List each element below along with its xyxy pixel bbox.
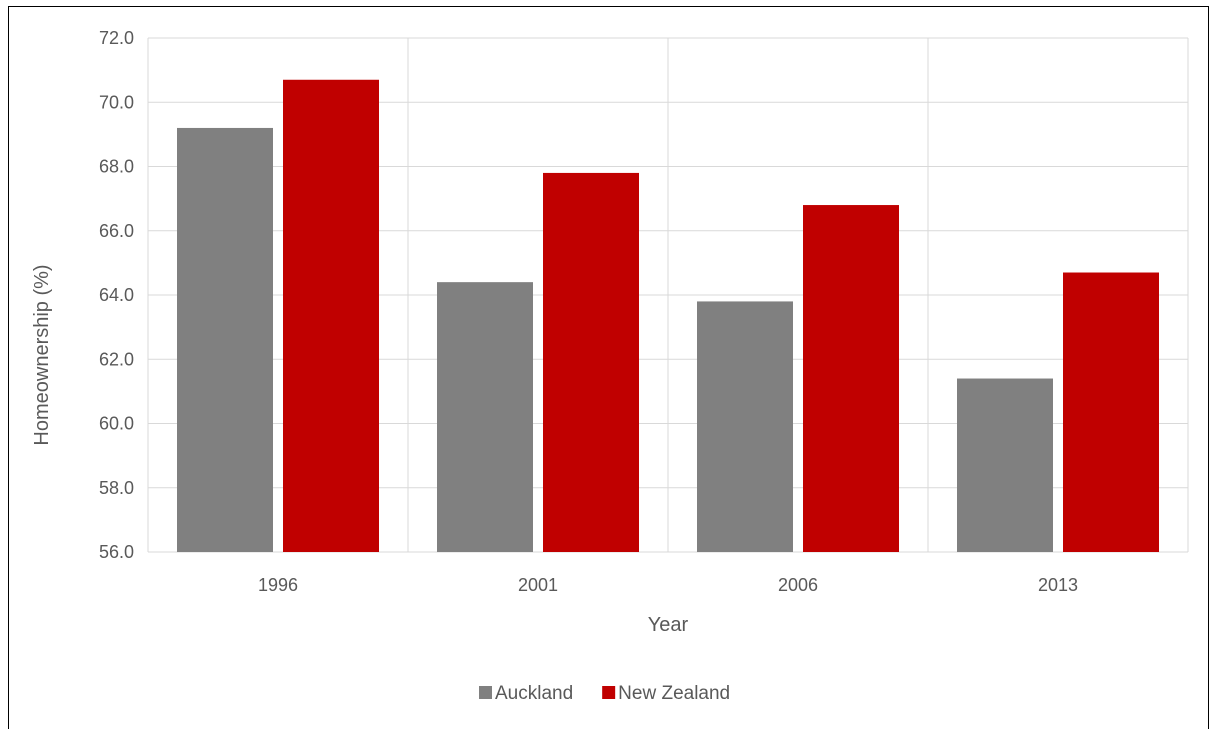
- bar-auckland-1996: [177, 127, 273, 552]
- x-axis-ticks: 1996 2001 2006 2013: [258, 575, 1078, 595]
- bars: [177, 79, 1159, 553]
- bar-new-zealand-2013: [1063, 272, 1159, 552]
- y-tick-label: 68.0: [99, 157, 134, 177]
- legend-swatch: [602, 686, 616, 699]
- legend-swatch: [479, 686, 492, 699]
- bar-auckland-2006: [697, 301, 793, 552]
- x-tick-label: 2013: [1038, 575, 1078, 595]
- legend-label: Auckland: [495, 683, 573, 704]
- x-tick-label: 1996: [258, 575, 298, 595]
- chart-frame: [8, 6, 1209, 729]
- y-tick-label: 56.0: [99, 542, 134, 562]
- legend: Auckland New Zealand: [479, 683, 730, 704]
- x-tick-label: 2001: [518, 575, 558, 595]
- bar-new-zealand-2001: [543, 172, 639, 553]
- bar-new-zealand-2006: [803, 205, 899, 553]
- x-tick-label: 2006: [778, 575, 818, 595]
- y-tick-label: 60.0: [99, 414, 134, 434]
- bar-new-zealand-1996: [283, 79, 379, 552]
- y-axis-title: Homeownership (%): [31, 264, 53, 445]
- bar-auckland-2001: [437, 282, 533, 552]
- legend-label: New Zealand: [618, 683, 730, 704]
- y-tick-label: 66.0: [99, 221, 134, 241]
- y-axis-ticks: 56.0 58.0 60.0 62.0 64.0 66.0 68.0 70.0 72.0: [99, 28, 134, 562]
- x-axis-title: Year: [648, 614, 689, 636]
- y-tick-label: 72.0: [99, 28, 134, 48]
- bar-auckland-2013: [957, 378, 1053, 552]
- y-tick-label: 58.0: [99, 478, 134, 498]
- y-tick-label: 70.0: [99, 92, 134, 112]
- y-tick-label: 64.0: [99, 285, 134, 305]
- y-tick-label: 62.0: [99, 349, 134, 369]
